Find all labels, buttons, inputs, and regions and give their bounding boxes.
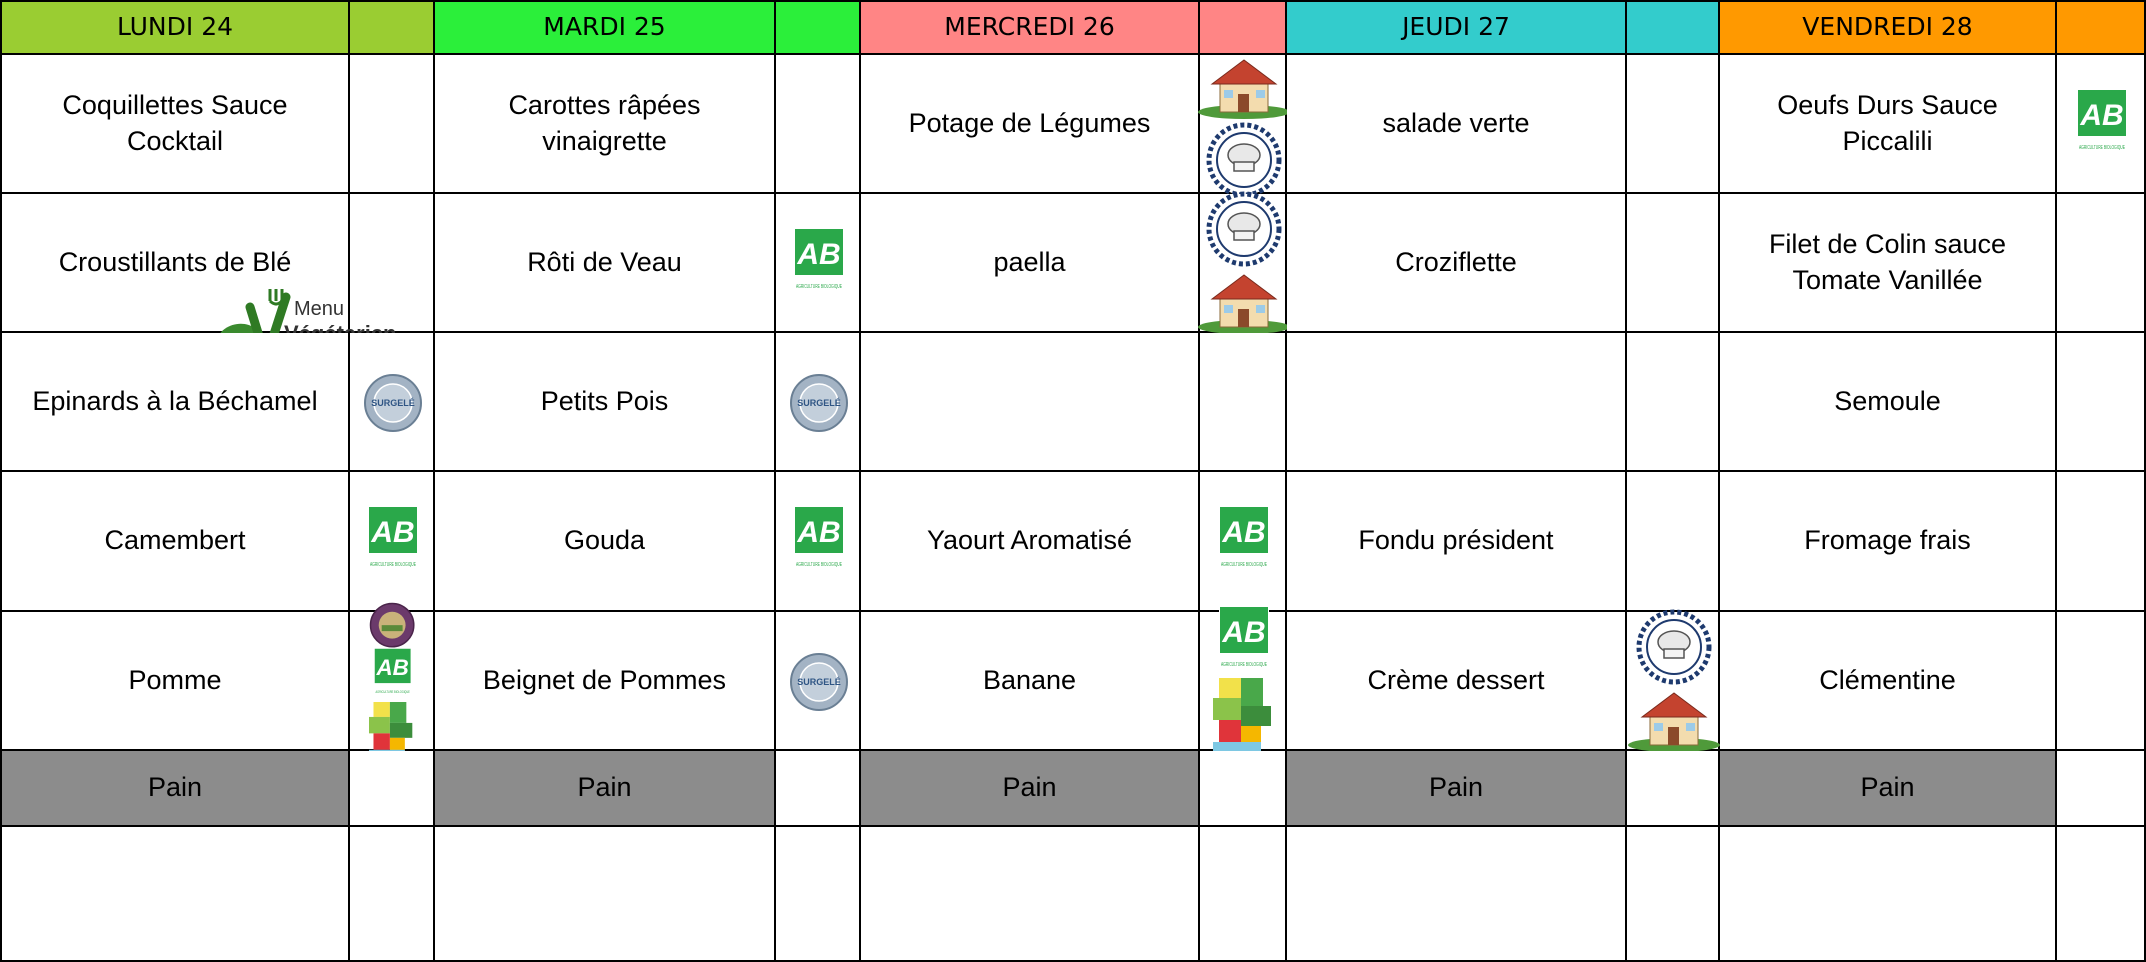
dish-cell: Filet de Colin sauce Tomate Vanillée bbox=[1720, 194, 2057, 333]
empty-cell bbox=[1720, 827, 2057, 962]
icon-cell bbox=[2057, 333, 2146, 472]
icon-cell bbox=[776, 333, 861, 472]
dish-cell: Banane bbox=[861, 612, 1200, 751]
header-side bbox=[350, 0, 435, 55]
dish-cell: Croustillants de Blé bbox=[0, 194, 350, 333]
empty-side bbox=[350, 827, 435, 962]
day-header: LUNDI 24 bbox=[0, 0, 350, 55]
dish-cell: paella bbox=[861, 194, 1200, 333]
empty-side bbox=[1200, 827, 1287, 962]
dish-cell: Rôti de Veau bbox=[435, 194, 776, 333]
dish-cell: Fromage frais bbox=[1720, 472, 2057, 612]
fork bbox=[268, 289, 284, 306]
empty-cell bbox=[1287, 827, 1627, 962]
icon-cell bbox=[776, 751, 861, 827]
icon-cell bbox=[1627, 194, 1720, 333]
icon-cell bbox=[776, 55, 861, 194]
icon-cell bbox=[776, 194, 861, 333]
dish-cell: Croziflette bbox=[1287, 194, 1627, 333]
day-header: MARDI 25 bbox=[435, 0, 776, 55]
icon-cell bbox=[1627, 751, 1720, 827]
header-side bbox=[776, 0, 861, 55]
icon-cell bbox=[2057, 194, 2146, 333]
icon-cell bbox=[776, 472, 861, 612]
icon-cell bbox=[350, 55, 435, 194]
icon-cell bbox=[2057, 55, 2146, 194]
icon-cell bbox=[1200, 472, 1287, 612]
icon-cell bbox=[1627, 333, 1720, 472]
dish-cell: Beignet de Pommes bbox=[435, 612, 776, 751]
icon-cell bbox=[350, 472, 435, 612]
icon-cell bbox=[1627, 472, 1720, 612]
dish-cell: Coquillettes Sauce Cocktail bbox=[0, 55, 350, 194]
icon-cell bbox=[350, 751, 435, 827]
icon-cell bbox=[776, 612, 861, 751]
empty-side bbox=[1627, 827, 1720, 962]
icon-cell bbox=[350, 612, 435, 751]
bread-cell: Pain bbox=[0, 751, 350, 827]
icon-cell bbox=[1200, 333, 1287, 472]
bread-cell: Pain bbox=[1720, 751, 2057, 827]
veg-line1: Menu bbox=[294, 298, 344, 320]
empty-side bbox=[776, 827, 861, 962]
dish-cell bbox=[861, 333, 1200, 472]
header-side bbox=[2057, 0, 2146, 55]
header-side bbox=[1627, 0, 1720, 55]
icon-cell bbox=[2057, 751, 2146, 827]
empty-cell bbox=[861, 827, 1200, 962]
dish-cell: Petits Pois bbox=[435, 333, 776, 472]
bread-cell: Pain bbox=[435, 751, 776, 827]
icon-cell bbox=[1627, 612, 1720, 751]
dish-cell: Fondu président bbox=[1287, 472, 1627, 612]
dish-cell: Clémentine bbox=[1720, 612, 2057, 751]
bread-cell: Pain bbox=[1287, 751, 1627, 827]
dish-cell bbox=[1287, 333, 1627, 472]
dish-cell: Oeufs Durs Sauce Piccalili bbox=[1720, 55, 2057, 194]
icon-cell bbox=[1200, 751, 1287, 827]
dish-cell: Crème dessert bbox=[1287, 612, 1627, 751]
dish-cell: Potage de Légumes bbox=[861, 55, 1200, 194]
dish-cell: Epinards à la Béchamel bbox=[0, 333, 350, 472]
icon-cell bbox=[350, 194, 435, 333]
dish-cell: salade verte bbox=[1287, 55, 1627, 194]
empty-side bbox=[2057, 827, 2146, 962]
dish-cell: Camembert bbox=[0, 472, 350, 612]
header-side bbox=[1200, 0, 1287, 55]
day-header: VENDREDI 28 bbox=[1720, 0, 2057, 55]
dish-cell: Yaourt Aromatisé bbox=[861, 472, 1200, 612]
icon-cell bbox=[1200, 612, 1287, 751]
icon-cell bbox=[1627, 55, 1720, 194]
dish-cell: Pomme bbox=[0, 612, 350, 751]
bread-cell: Pain bbox=[861, 751, 1200, 827]
day-header: MERCREDI 26 bbox=[861, 0, 1200, 55]
icon-cell bbox=[2057, 612, 2146, 751]
dish-cell: Gouda bbox=[435, 472, 776, 612]
icon-cell bbox=[2057, 472, 2146, 612]
empty-cell bbox=[435, 827, 776, 962]
dish-cell: Semoule bbox=[1720, 333, 2057, 472]
icon-cell bbox=[350, 333, 435, 472]
dish-cell: Carottes râpées vinaigrette bbox=[435, 55, 776, 194]
empty-cell bbox=[0, 827, 350, 962]
icon-cell bbox=[1200, 194, 1287, 333]
day-header: JEUDI 27 bbox=[1287, 0, 1627, 55]
icon-cell bbox=[1200, 55, 1287, 194]
